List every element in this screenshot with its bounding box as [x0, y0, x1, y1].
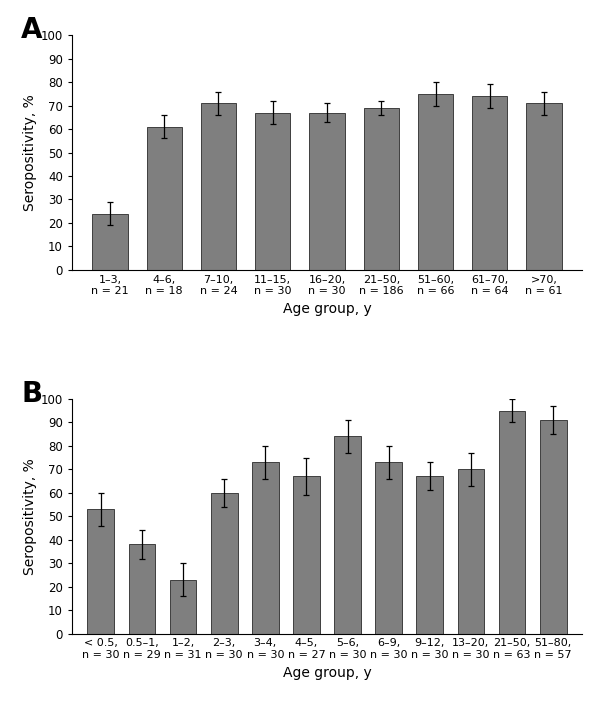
X-axis label: Age group, y: Age group, y — [283, 665, 371, 679]
Bar — [211, 493, 238, 634]
Y-axis label: Seropositivity, %: Seropositivity, % — [23, 458, 37, 574]
Bar — [255, 113, 290, 270]
Bar — [170, 579, 196, 634]
Bar — [310, 113, 344, 270]
Bar — [376, 463, 402, 634]
Bar — [499, 410, 526, 634]
Bar — [293, 477, 320, 634]
Bar — [88, 509, 114, 634]
Bar — [472, 96, 508, 270]
Y-axis label: Seropositivity, %: Seropositivity, % — [23, 94, 37, 211]
Bar — [364, 108, 399, 270]
Bar — [540, 420, 566, 634]
Bar — [252, 463, 278, 634]
Bar — [128, 544, 155, 634]
Text: A: A — [21, 16, 43, 44]
Bar — [334, 436, 361, 634]
Bar — [146, 127, 182, 270]
Bar — [201, 103, 236, 270]
Bar — [418, 94, 453, 270]
Bar — [458, 470, 484, 634]
Bar — [92, 213, 128, 270]
Bar — [526, 103, 562, 270]
Bar — [416, 477, 443, 634]
Text: B: B — [21, 380, 42, 408]
X-axis label: Age group, y: Age group, y — [283, 302, 371, 316]
